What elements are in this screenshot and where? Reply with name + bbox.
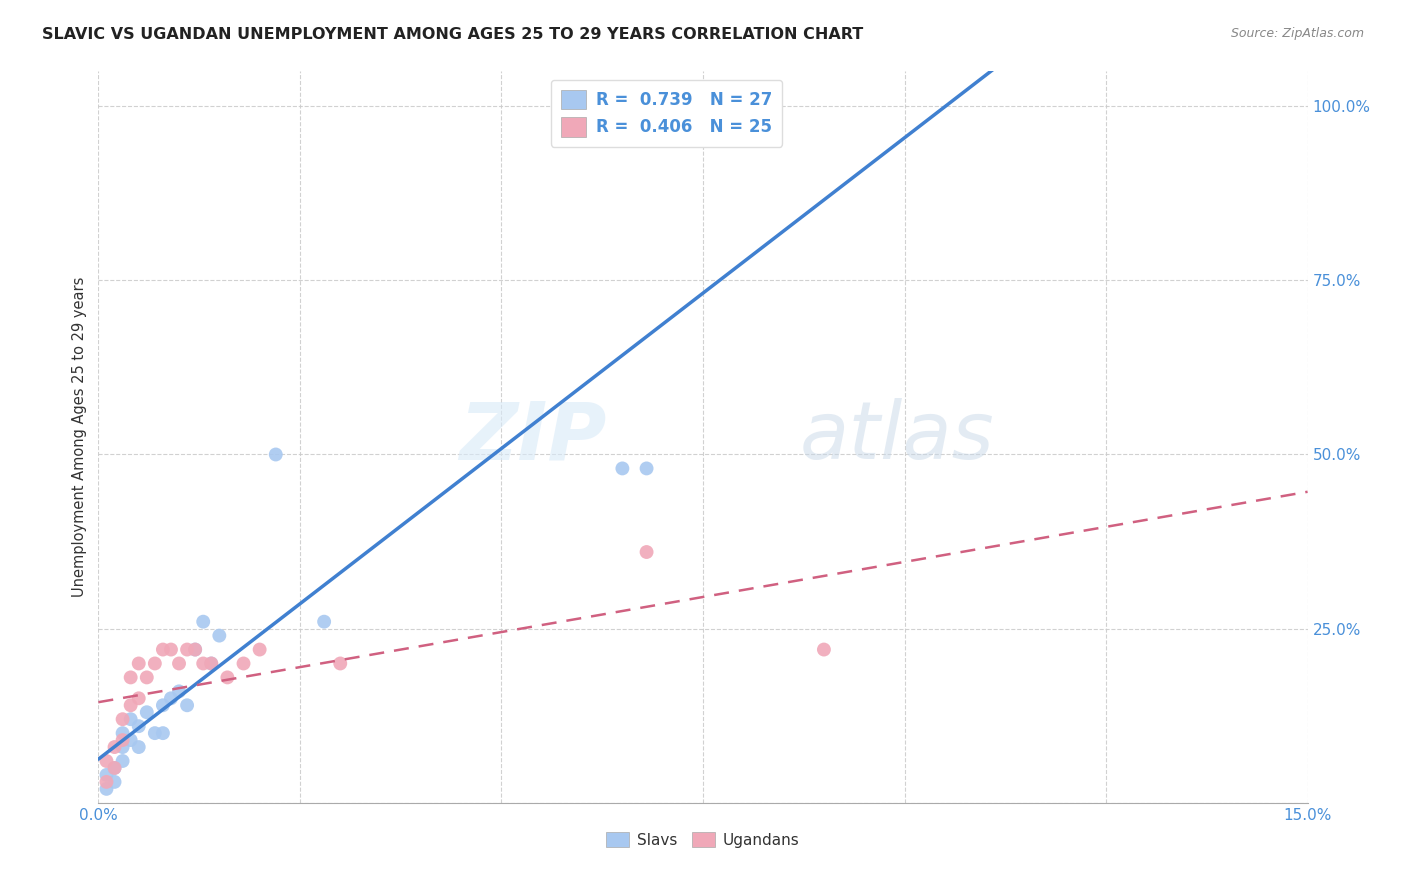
Point xyxy=(128,691,150,706)
Text: SLAVIC VS UGANDAN UNEMPLOYMENT AMONG AGES 25 TO 29 YEARS CORRELATION CHART: SLAVIC VS UGANDAN UNEMPLOYMENT AMONG AGE… xyxy=(42,27,863,42)
Point xyxy=(200,657,222,671)
Point xyxy=(128,740,150,755)
Point xyxy=(120,670,142,684)
Point xyxy=(160,642,183,657)
Point xyxy=(103,761,125,775)
Point xyxy=(232,657,254,671)
Point xyxy=(96,781,118,796)
Point xyxy=(193,615,215,629)
Legend: Slavs, Ugandans: Slavs, Ugandans xyxy=(600,825,806,854)
Point xyxy=(143,726,166,740)
Point xyxy=(184,642,207,657)
Point xyxy=(249,642,271,657)
Point xyxy=(636,545,658,559)
Point xyxy=(128,719,150,733)
Point xyxy=(152,726,174,740)
Point xyxy=(111,740,134,755)
Point xyxy=(176,698,198,713)
Point xyxy=(143,657,166,671)
Point xyxy=(152,698,174,713)
Point xyxy=(111,726,134,740)
Point xyxy=(103,761,125,775)
Point xyxy=(733,99,755,113)
Point xyxy=(111,754,134,768)
Point xyxy=(96,754,118,768)
Point xyxy=(314,615,336,629)
Point xyxy=(636,461,658,475)
Point xyxy=(103,775,125,789)
Point xyxy=(167,657,190,671)
Point xyxy=(193,657,215,671)
Point xyxy=(612,461,634,475)
Point xyxy=(103,740,125,755)
Point xyxy=(329,657,352,671)
Point xyxy=(111,733,134,747)
Point xyxy=(152,642,174,657)
Point xyxy=(208,629,231,643)
Point xyxy=(135,670,157,684)
Point xyxy=(813,642,835,657)
Point xyxy=(135,705,157,719)
Point xyxy=(184,642,207,657)
Text: atlas: atlas xyxy=(800,398,994,476)
Point xyxy=(120,698,142,713)
Point xyxy=(96,768,118,782)
Text: ZIP: ZIP xyxy=(458,398,606,476)
Point xyxy=(200,657,222,671)
Y-axis label: Unemployment Among Ages 25 to 29 years: Unemployment Among Ages 25 to 29 years xyxy=(72,277,87,598)
Point xyxy=(120,733,142,747)
Point xyxy=(96,775,118,789)
Point xyxy=(176,642,198,657)
Point xyxy=(128,657,150,671)
Point xyxy=(167,684,190,698)
Point xyxy=(264,448,287,462)
Text: Source: ZipAtlas.com: Source: ZipAtlas.com xyxy=(1230,27,1364,40)
Point xyxy=(160,691,183,706)
Point xyxy=(217,670,239,684)
Point xyxy=(111,712,134,726)
Point xyxy=(120,712,142,726)
